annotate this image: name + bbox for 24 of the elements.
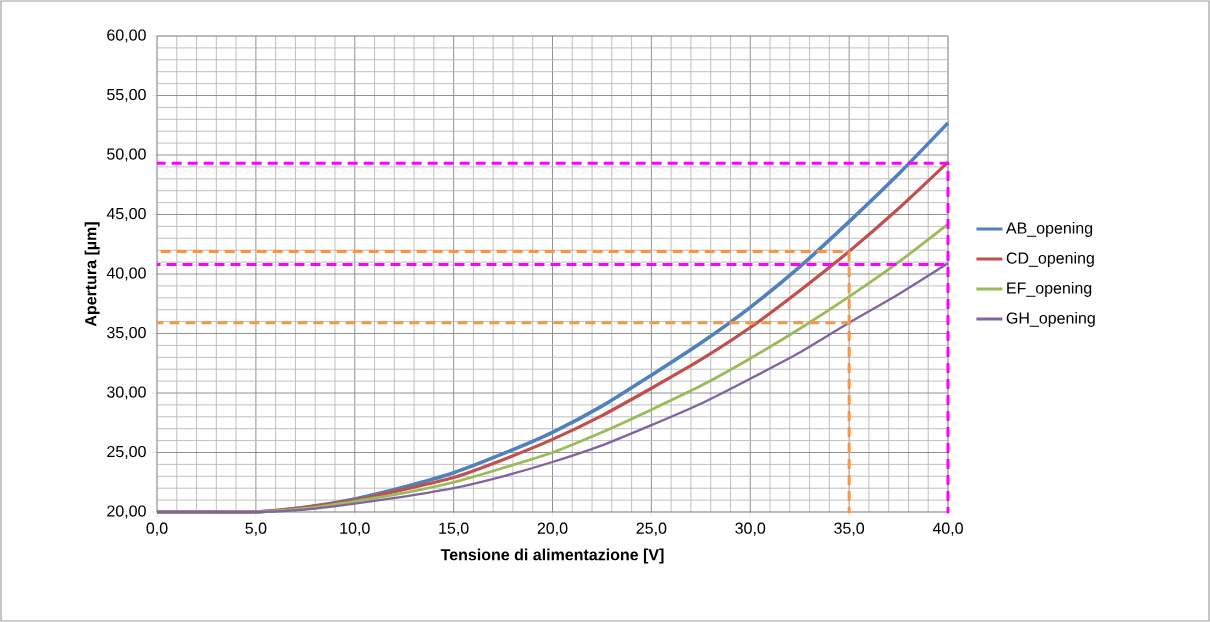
x-tick-label: 10,0 — [340, 522, 370, 536]
x-tick-label: 35,0 — [834, 522, 865, 536]
x-tick-label: 15,0 — [439, 522, 469, 536]
x-axis-title: Tensione di alimentazione [V] — [440, 548, 664, 564]
x-tick-label: 5,0 — [245, 522, 267, 536]
legend-label: EF_opening — [1007, 282, 1092, 297]
y-tick-label: 40,00 — [106, 267, 146, 281]
legend-label: CD_opening — [1006, 252, 1094, 267]
x-tick-label: 25,0 — [636, 522, 667, 536]
y-tick-label: 55,00 — [107, 88, 146, 103]
x-tick-label: 40,0 — [932, 522, 963, 536]
y-tick-label: 35,00 — [107, 326, 146, 341]
x-tick-label: 0,0 — [146, 522, 168, 536]
y-tick-label: 50,00 — [107, 148, 146, 162]
y-tick-label: 25,00 — [107, 445, 146, 460]
y-tick-label: 20,00 — [107, 505, 146, 519]
legend-label: AB_opening — [1005, 222, 1093, 237]
x-tick-label: 20,0 — [537, 522, 568, 536]
legend-label: GH_opening — [1006, 312, 1095, 327]
y-tick-label: 45,00 — [106, 207, 146, 222]
y-tick-label: 30,00 — [107, 386, 146, 400]
x-tick-label: 30,0 — [735, 522, 766, 536]
y-tick-label: 60,00 — [107, 29, 146, 43]
y-axis-title: Apertura [µm] — [84, 222, 100, 327]
